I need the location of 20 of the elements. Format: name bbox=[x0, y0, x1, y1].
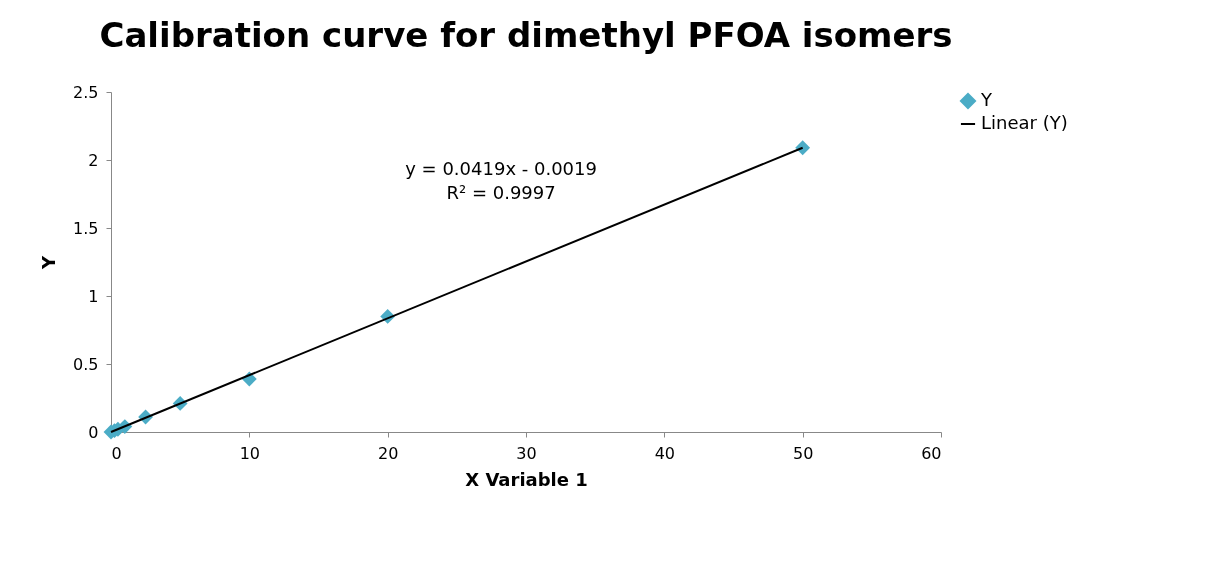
legend-label: Linear (Y) bbox=[981, 112, 1068, 133]
y-tick-label: 1.5 bbox=[73, 218, 99, 238]
x-tick-label: 10 bbox=[239, 443, 261, 463]
x-tick-label: 60 bbox=[921, 443, 942, 463]
annotation: y = 0.0419x - 0.0019 bbox=[405, 158, 597, 180]
x-tick-label: 0 bbox=[111, 443, 122, 463]
x-tick-label: 30 bbox=[516, 443, 537, 463]
x-tick-label: 20 bbox=[377, 443, 399, 463]
y-tick-label: 0.5 bbox=[73, 354, 99, 374]
y-axis-title: Y bbox=[38, 255, 60, 271]
annotation: R² = 0.9997 bbox=[446, 182, 556, 204]
x-axis-title: X Variable 1 bbox=[465, 468, 588, 490]
y-tick-label: 0 bbox=[88, 422, 99, 442]
y-tick-label: 2 bbox=[88, 150, 99, 170]
legend-label: Y bbox=[980, 89, 993, 110]
y-tick-label: 1 bbox=[88, 286, 99, 306]
x-tick-label: 50 bbox=[792, 443, 814, 463]
x-tick-label: 40 bbox=[654, 443, 676, 463]
chart-title: Calibration curve for dimethyl PFOA isomers bbox=[99, 15, 953, 55]
y-tick-label: 2.5 bbox=[73, 82, 99, 102]
